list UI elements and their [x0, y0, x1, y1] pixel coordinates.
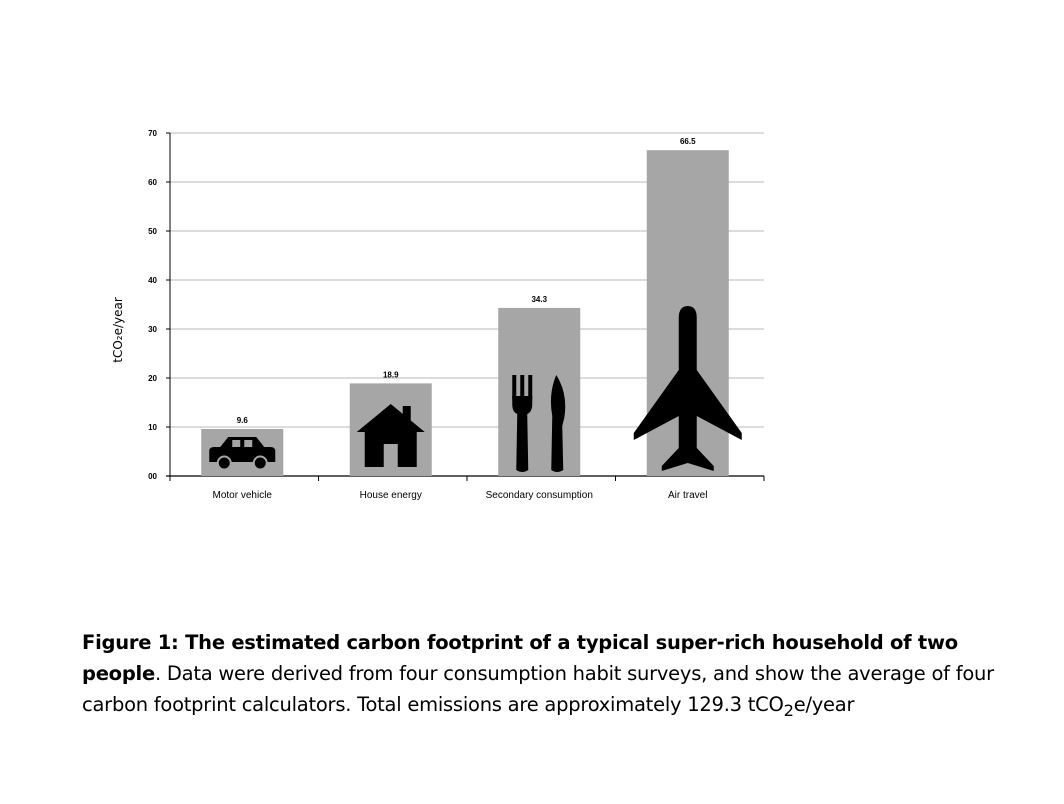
caption-tail: e/year — [793, 693, 855, 716]
house-icon — [356, 404, 425, 467]
y-tick-label: 70 — [148, 129, 157, 138]
caption-subscript: 2 — [783, 700, 794, 720]
data-label: 9.6 — [237, 416, 249, 425]
car-icon — [209, 437, 276, 471]
y-axis-label: tCO₂e/year — [111, 297, 125, 363]
y-tick-label: 00 — [148, 472, 157, 481]
caption-title: Figure 1: The estimated carbon footprint… — [82, 631, 958, 685]
y-tick-label: 10 — [148, 423, 157, 432]
y-tick-label: 60 — [148, 178, 157, 187]
y-tick-label: 40 — [148, 276, 157, 285]
x-tick-label: Motor vehicle — [213, 490, 273, 501]
data-label: 34.3 — [531, 295, 547, 304]
bar-chart: 00 10 20 30 40 50 60 70 9.6 Motor vehicle 18.9 Hous… — [111, 129, 765, 501]
bar — [498, 307, 581, 476]
airplane-icon — [633, 306, 742, 471]
figure-caption: Figure 1: The estimated carbon footprint… — [82, 627, 1042, 726]
labels: 00 10 20 30 40 50 60 70 9.6 Motor vehicle 18.9 Hous… — [148, 129, 707, 501]
data-label: 18.9 — [383, 370, 399, 379]
x-tick-label: Secondary consumption — [486, 490, 593, 501]
y-tick-label: 20 — [148, 374, 157, 383]
bar-icons — [209, 306, 742, 472]
data-label: 66.5 — [680, 137, 696, 146]
y-tick-label: 50 — [148, 227, 157, 236]
y-tick-label: 30 — [148, 325, 157, 334]
fork-knife-icon — [512, 375, 566, 472]
x-tick-label: House energy — [360, 490, 422, 501]
caption-text: . Data were derived from four consumptio… — [82, 662, 994, 716]
x-tick-label: Air travel — [668, 490, 707, 501]
